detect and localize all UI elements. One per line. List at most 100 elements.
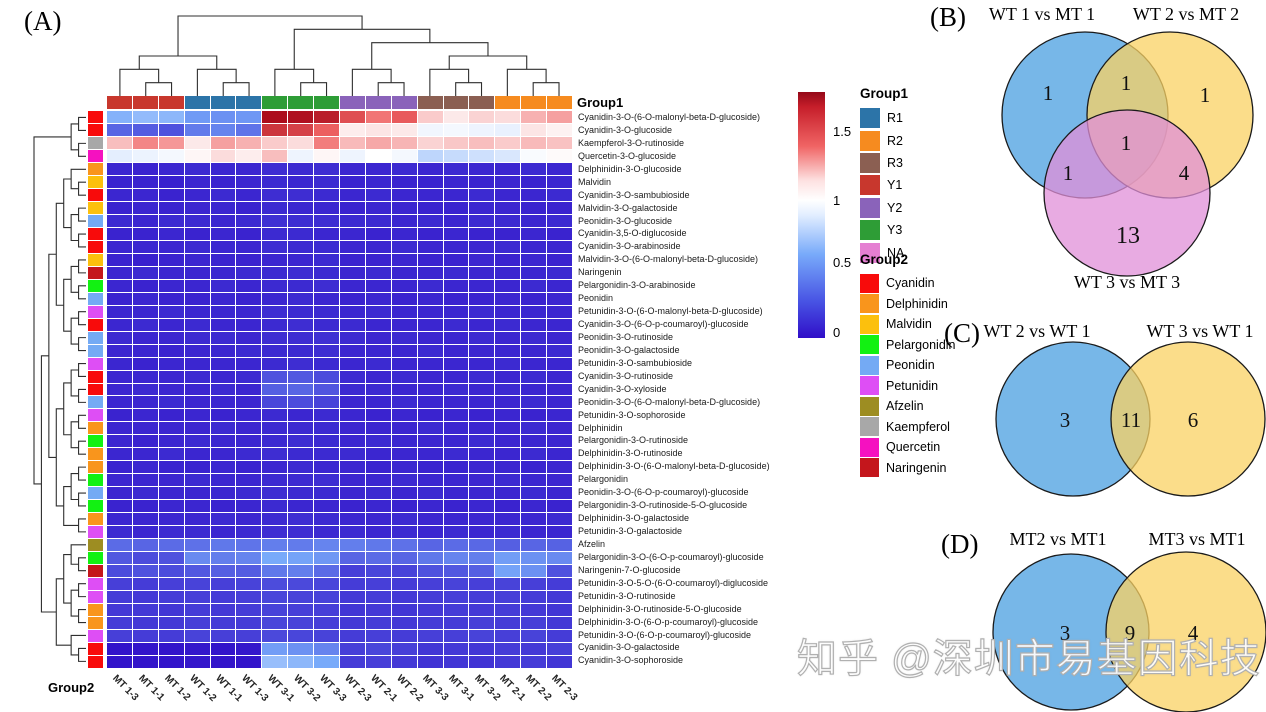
heatmap-cell [132, 578, 158, 591]
heatmap-cell [365, 201, 391, 214]
legend-swatch [860, 314, 879, 334]
column-annotation-cell [365, 96, 391, 109]
heatmap-cell [547, 305, 572, 318]
heatmap-cell [184, 111, 210, 123]
heatmap-cell [521, 409, 547, 422]
heatmap-cell [314, 266, 339, 279]
heatmap-cell [314, 188, 339, 201]
heatmap-cell [107, 643, 132, 656]
heatmap-cell [158, 227, 184, 240]
legend-swatch [860, 273, 879, 293]
heatmap-cell [314, 136, 339, 149]
heatmap-cell [391, 383, 417, 396]
heatmap-cell [365, 656, 391, 668]
legend-item-label: Y1 [887, 178, 903, 193]
heatmap-cell [547, 292, 572, 305]
heatmap-cell [495, 123, 521, 136]
heatmap-cell [184, 214, 210, 227]
heatmap-cell [391, 266, 417, 279]
heatmap-cell [340, 123, 365, 136]
heatmap-cell [495, 149, 521, 162]
heatmap-cell [288, 253, 314, 266]
heatmap-cell [262, 149, 288, 162]
heatmap-cell [107, 552, 132, 565]
column-annotation-cell [340, 96, 365, 109]
heatmap-cell [158, 643, 184, 656]
heatmap-cell [210, 344, 236, 357]
heatmap-cell [391, 474, 417, 487]
heatmap-cell [314, 539, 339, 552]
heatmap-cell [314, 149, 339, 162]
heatmap-row-label: Petunidin-3-O-rutinoside [578, 590, 676, 601]
heatmap-cell [262, 331, 288, 344]
heatmap-cell [469, 344, 495, 357]
heatmap-cell [184, 370, 210, 383]
heatmap-cell [288, 448, 314, 461]
heatmap-cell [107, 214, 132, 227]
heatmap-cell [521, 266, 547, 279]
heatmap-cell [417, 552, 443, 565]
heatmap-row-label: Naringenin [578, 267, 622, 278]
heatmap-cell [521, 253, 547, 266]
heatmap-cell [210, 357, 236, 370]
heatmap-cell [495, 617, 521, 630]
heatmap-cell [365, 500, 391, 513]
heatmap-cell [184, 240, 210, 253]
legend-item-label: R3 [887, 155, 903, 170]
heatmap-cell [521, 552, 547, 565]
heatmap-cell [391, 409, 417, 422]
venn-b-set2-label: WT 2 vs MT 2 [1132, 4, 1240, 24]
heatmap-cell [365, 357, 391, 370]
heatmap-cell [107, 539, 132, 552]
heatmap-column-label: WT 2-3 [342, 673, 374, 704]
legend-swatch [860, 108, 880, 129]
heatmap-cell [132, 539, 158, 552]
heatmap-cell [495, 591, 521, 604]
heatmap-cell [158, 526, 184, 539]
heatmap-cell [391, 370, 417, 383]
heatmap-cell [158, 111, 184, 123]
heatmap-cell [314, 240, 339, 253]
heatmap-cell [158, 617, 184, 630]
heatmap-cell [521, 487, 547, 500]
heatmap-cell [314, 331, 339, 344]
venn-d-diagram: 3 9 4 [992, 551, 1266, 712]
panel-b-label: (B) [930, 2, 966, 32]
heatmap-cell [210, 253, 236, 266]
heatmap-cell [365, 487, 391, 500]
heatmap-cell [340, 396, 365, 409]
heatmap-cell [443, 513, 469, 526]
heatmap-row-label: Cyanidin-3-O-rutinoside [578, 370, 674, 381]
heatmap-cell [158, 240, 184, 253]
heatmap-row-label: Pelargonidin-3-O-(6-O-p-coumaroyl)-gluco… [578, 551, 764, 562]
heatmap-cell [469, 539, 495, 552]
heatmap-cell [521, 448, 547, 461]
heatmap-cell [495, 422, 521, 435]
heatmap-cell [107, 331, 132, 344]
heatmap-cell [495, 201, 521, 214]
heatmap-row-label: Peonidin-3-O-(6-O-malonyl-beta-D-glucosi… [578, 396, 761, 407]
heatmap-cell [236, 500, 262, 513]
heatmap-cell [443, 539, 469, 552]
heatmap-cell [314, 409, 339, 422]
heatmap-cell [210, 227, 236, 240]
heatmap-cell [262, 643, 288, 656]
heatmap-cell [521, 123, 547, 136]
row-annotation-cell [88, 487, 103, 500]
heatmap-cell [314, 591, 339, 604]
row-annotation-cell [88, 240, 103, 253]
heatmap-cell [417, 474, 443, 487]
heatmap-cell [288, 370, 314, 383]
heatmap-cell [158, 461, 184, 474]
heatmap-cell [262, 474, 288, 487]
heatmap-cell [365, 539, 391, 552]
heatmap-cell [547, 500, 572, 513]
heatmap-cell [521, 422, 547, 435]
venn-count-only_a: 3 [1060, 621, 1071, 645]
heatmap-cell [107, 448, 132, 461]
heatmap-cell [132, 513, 158, 526]
venn-count-only_b: 6 [1188, 408, 1199, 432]
heatmap-cell [158, 149, 184, 162]
heatmap-cell [184, 448, 210, 461]
